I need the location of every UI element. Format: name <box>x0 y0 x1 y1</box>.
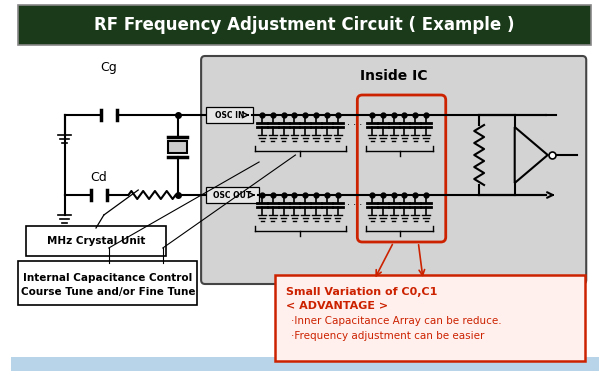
Text: Cd: Cd <box>90 171 107 184</box>
Text: Course Tune and/or Fine Tune: Course Tune and/or Fine Tune <box>20 287 195 297</box>
Bar <box>11 357 599 371</box>
Text: ·Inner Capacitance Array can be reduce.: ·Inner Capacitance Array can be reduce. <box>292 316 502 326</box>
FancyBboxPatch shape <box>206 187 259 203</box>
FancyBboxPatch shape <box>275 275 585 361</box>
FancyBboxPatch shape <box>19 261 197 305</box>
Text: Cg: Cg <box>101 60 117 73</box>
FancyBboxPatch shape <box>206 107 253 123</box>
Text: · · ·: · · · <box>347 200 362 210</box>
Text: · · ·: · · · <box>347 120 362 130</box>
Text: ·Frequency adjustment can be easier: ·Frequency adjustment can be easier <box>292 331 485 341</box>
Text: RF Frequency Adjustment Circuit ( Example ): RF Frequency Adjustment Circuit ( Exampl… <box>94 16 515 34</box>
Text: MHz Crystal Unit: MHz Crystal Unit <box>47 236 145 246</box>
Bar <box>19 5 591 45</box>
FancyBboxPatch shape <box>201 56 586 284</box>
Bar <box>168 141 187 153</box>
Text: < ADVANTAGE >: < ADVANTAGE > <box>286 301 388 311</box>
Text: Internal Capacitance Control: Internal Capacitance Control <box>23 273 192 283</box>
Text: Small Variation of C0,C1: Small Variation of C0,C1 <box>286 287 437 297</box>
Text: OSC OUT: OSC OUT <box>213 190 252 200</box>
Text: OSC IN: OSC IN <box>215 111 244 119</box>
FancyBboxPatch shape <box>26 226 166 256</box>
Text: Inside IC: Inside IC <box>360 69 428 83</box>
